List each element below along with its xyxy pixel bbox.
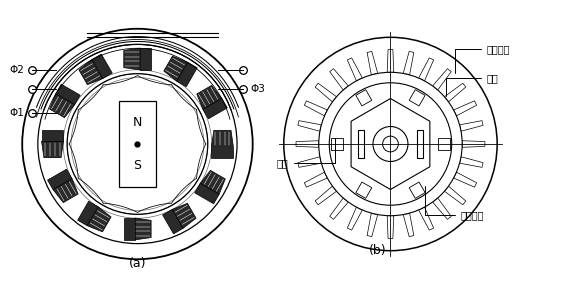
Polygon shape: [92, 54, 112, 79]
Polygon shape: [417, 130, 423, 158]
Circle shape: [373, 126, 408, 162]
Polygon shape: [53, 179, 78, 203]
Polygon shape: [48, 169, 72, 190]
Polygon shape: [315, 186, 337, 205]
Polygon shape: [163, 209, 183, 234]
Polygon shape: [347, 58, 362, 81]
Polygon shape: [87, 207, 111, 232]
Polygon shape: [454, 172, 477, 187]
Polygon shape: [462, 141, 485, 147]
Polygon shape: [124, 48, 140, 70]
Polygon shape: [419, 58, 434, 81]
Polygon shape: [403, 213, 414, 237]
Polygon shape: [298, 121, 321, 131]
Polygon shape: [49, 94, 75, 118]
Polygon shape: [351, 98, 430, 190]
Polygon shape: [438, 138, 450, 150]
Text: Φ2: Φ2: [10, 65, 24, 75]
Polygon shape: [409, 90, 425, 106]
Polygon shape: [304, 172, 327, 187]
Polygon shape: [387, 50, 394, 72]
Polygon shape: [444, 83, 466, 102]
Polygon shape: [172, 203, 196, 228]
Text: 定子: 定子: [447, 73, 498, 96]
Circle shape: [383, 136, 398, 152]
Polygon shape: [403, 51, 414, 75]
Text: Φ3: Φ3: [251, 84, 265, 94]
Text: (b): (b): [369, 244, 386, 257]
Text: S: S: [134, 159, 141, 172]
Polygon shape: [203, 98, 227, 119]
Polygon shape: [433, 198, 451, 219]
Polygon shape: [304, 101, 327, 116]
Polygon shape: [433, 69, 451, 90]
Polygon shape: [197, 85, 222, 109]
Polygon shape: [454, 101, 477, 116]
Polygon shape: [77, 201, 98, 226]
Polygon shape: [356, 182, 372, 198]
Polygon shape: [140, 48, 151, 70]
Polygon shape: [459, 157, 483, 167]
Circle shape: [38, 44, 237, 244]
Polygon shape: [358, 130, 364, 158]
Text: N: N: [133, 116, 142, 129]
Polygon shape: [200, 170, 226, 194]
Polygon shape: [42, 130, 63, 141]
Polygon shape: [195, 183, 219, 204]
Polygon shape: [298, 157, 321, 167]
Polygon shape: [409, 182, 425, 198]
Text: 定子线圈: 定子线圈: [455, 44, 510, 73]
Polygon shape: [367, 51, 378, 75]
Polygon shape: [387, 216, 394, 238]
Polygon shape: [135, 218, 151, 240]
Polygon shape: [356, 90, 372, 106]
Polygon shape: [444, 186, 466, 205]
Polygon shape: [124, 218, 135, 240]
Polygon shape: [164, 56, 188, 81]
Text: 转子: 转子: [277, 138, 334, 168]
Polygon shape: [330, 198, 348, 219]
Polygon shape: [459, 121, 483, 131]
Polygon shape: [315, 83, 337, 102]
Polygon shape: [296, 141, 319, 147]
Polygon shape: [330, 69, 348, 90]
Polygon shape: [331, 138, 343, 150]
Circle shape: [329, 83, 452, 205]
Text: (a): (a): [128, 257, 146, 270]
Bar: [119, 101, 156, 187]
Circle shape: [284, 37, 497, 251]
Polygon shape: [79, 60, 103, 85]
Polygon shape: [211, 130, 233, 147]
Polygon shape: [42, 141, 63, 158]
Polygon shape: [419, 207, 434, 230]
Circle shape: [67, 74, 208, 214]
Circle shape: [319, 72, 462, 216]
Polygon shape: [211, 147, 233, 158]
Polygon shape: [177, 62, 197, 87]
Text: 永久磁铁: 永久磁铁: [425, 186, 484, 220]
Text: Φ1: Φ1: [10, 108, 24, 118]
Polygon shape: [367, 213, 378, 237]
Polygon shape: [56, 84, 80, 105]
Polygon shape: [347, 207, 362, 230]
